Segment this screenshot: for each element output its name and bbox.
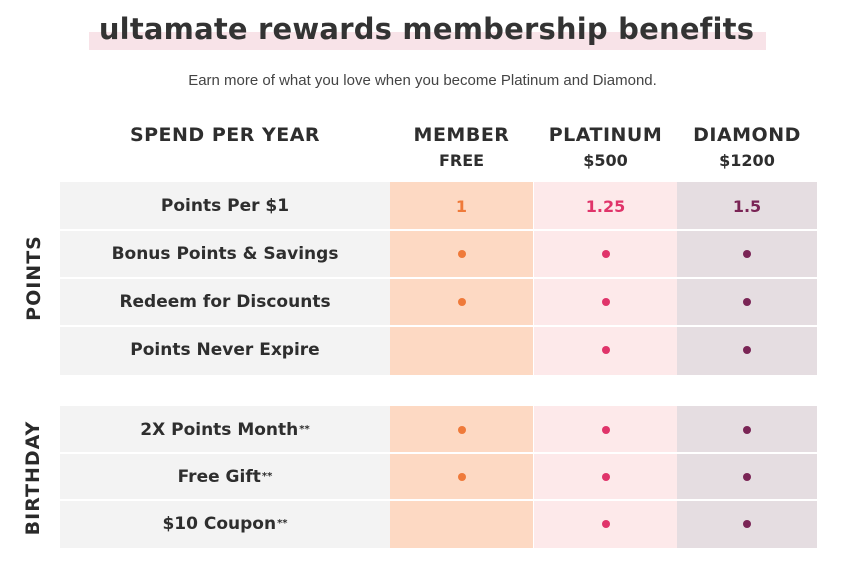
benefit-label-text: Bonus Points & Savings bbox=[111, 244, 339, 264]
platinum-included-dot bbox=[601, 472, 610, 481]
benefit-row: $10 Coupon ** bbox=[60, 500, 817, 547]
member-cell bbox=[390, 406, 533, 453]
platinum-tier-name: PLATINUM bbox=[548, 124, 663, 146]
benefit-row: Points Per $1 1 1.25 1.5 bbox=[60, 182, 817, 230]
platinum-value: 1.25 bbox=[585, 196, 626, 216]
member-cell bbox=[390, 500, 533, 547]
diamond-tier-name: DIAMOND bbox=[693, 124, 801, 146]
platinum-included-dot bbox=[601, 250, 610, 258]
birthday-benefits-table: 2X Points Month ** Free Gift ** $10 Coupon ** bbox=[60, 406, 817, 548]
benefit-row: 2X Points Month ** bbox=[60, 406, 817, 453]
member-tier-price: FREE bbox=[438, 151, 485, 170]
member-tier-name: MEMBER bbox=[413, 124, 510, 146]
platinum-cell bbox=[534, 326, 677, 374]
benefit-label-text: Free Gift bbox=[177, 466, 261, 487]
member-cell bbox=[390, 230, 533, 278]
diamond-included-dot bbox=[743, 250, 751, 258]
diamond-cell bbox=[677, 500, 817, 547]
member-cell bbox=[390, 278, 533, 326]
platinum-included-dot bbox=[601, 346, 610, 354]
member-included-dot bbox=[457, 250, 466, 258]
benefit-row: Free Gift ** bbox=[60, 453, 817, 500]
member-included-dot bbox=[457, 425, 466, 434]
row-divider bbox=[60, 277, 817, 279]
member-included-dot bbox=[457, 298, 466, 306]
platinum-cell bbox=[534, 453, 677, 500]
benefit-label: Free Gift ** bbox=[60, 453, 390, 500]
benefit-label: Points Per $1 bbox=[60, 182, 390, 230]
header-diamond: DIAMOND $1200 bbox=[677, 124, 817, 170]
benefit-label-text: 2X Points Month bbox=[140, 419, 299, 440]
header-platinum: PLATINUM $500 bbox=[534, 124, 677, 170]
benefit-label-text: Redeem for Discounts bbox=[119, 292, 331, 312]
benefit-label-text: Points Never Expire bbox=[130, 340, 320, 360]
diamond-tier-price: $1200 bbox=[719, 151, 775, 170]
footnote-mark: ** bbox=[277, 518, 288, 529]
benefit-row: Redeem for Discounts bbox=[60, 278, 817, 326]
points-benefits-table: Points Per $1 1 1.25 1.5 Bonus Points & Savi… bbox=[60, 182, 817, 375]
diamond-included-dot bbox=[743, 346, 751, 354]
page-title: ultamate rewards membership benefits bbox=[88, 12, 767, 50]
row-divider bbox=[60, 452, 817, 454]
diamond-cell bbox=[677, 278, 817, 326]
platinum-cell bbox=[534, 500, 677, 547]
member-cell: 1 bbox=[390, 182, 533, 230]
benefit-label: Bonus Points & Savings bbox=[60, 230, 390, 278]
group-label-points: POINTS bbox=[23, 235, 45, 321]
platinum-cell bbox=[534, 230, 677, 278]
platinum-included-dot bbox=[601, 519, 610, 528]
benefit-label: $10 Coupon ** bbox=[60, 500, 390, 547]
member-value: 1 bbox=[455, 196, 468, 216]
diamond-cell bbox=[677, 326, 817, 374]
footnote-mark: ** bbox=[261, 471, 273, 482]
diamond-cell bbox=[677, 453, 817, 500]
header-member: MEMBER FREE bbox=[390, 124, 533, 170]
diamond-included-dot bbox=[743, 519, 751, 528]
page-subtitle: Earn more of what you love when you beco… bbox=[188, 72, 657, 89]
platinum-cell bbox=[534, 278, 677, 326]
row-divider bbox=[60, 229, 817, 231]
diamond-cell: 1.5 bbox=[677, 182, 817, 230]
row-divider bbox=[60, 499, 817, 501]
row-divider bbox=[60, 325, 817, 327]
benefit-label: Redeem for Discounts bbox=[60, 278, 390, 326]
group-label-birthday: BIRTHDAY bbox=[22, 420, 44, 536]
platinum-included-dot bbox=[601, 425, 610, 434]
platinum-included-dot bbox=[601, 298, 610, 306]
label-column bbox=[60, 406, 390, 548]
benefit-label-text: Points Per $1 bbox=[160, 196, 290, 216]
header-spend-per-year: SPEND PER YEAR bbox=[129, 124, 321, 146]
platinum-cell bbox=[534, 406, 677, 453]
member-cell bbox=[390, 453, 533, 500]
footnote-mark: ** bbox=[299, 424, 310, 435]
diamond-included-dot bbox=[743, 425, 751, 434]
benefit-label: 2X Points Month ** bbox=[60, 406, 390, 453]
title-wrap: ultamate rewards membership benefits bbox=[0, 12, 853, 50]
benefit-label: Points Never Expire bbox=[60, 326, 390, 374]
benefit-row: Bonus Points & Savings bbox=[60, 230, 817, 278]
platinum-tier-price: $500 bbox=[583, 151, 628, 170]
member-cell bbox=[390, 326, 533, 374]
benefit-row: Points Never Expire bbox=[60, 326, 817, 374]
diamond-included-dot bbox=[743, 298, 751, 306]
diamond-value: 1.5 bbox=[732, 196, 762, 216]
member-included-dot bbox=[457, 472, 466, 481]
platinum-cell: 1.25 bbox=[534, 182, 677, 230]
benefit-label-text: $10 Coupon bbox=[162, 513, 277, 534]
diamond-cell bbox=[677, 406, 817, 453]
diamond-included-dot bbox=[743, 472, 751, 481]
diamond-cell bbox=[677, 230, 817, 278]
